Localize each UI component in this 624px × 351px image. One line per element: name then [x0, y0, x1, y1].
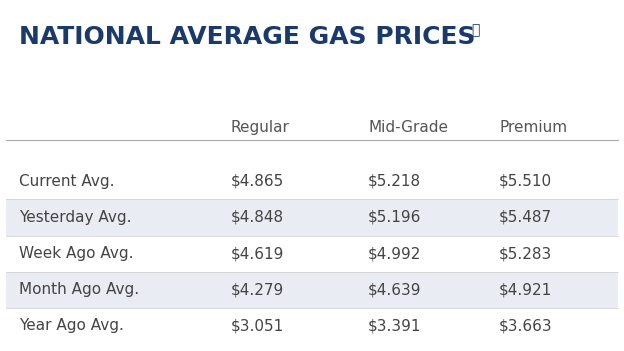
Text: $5.218: $5.218: [368, 174, 421, 189]
Text: Regular: Regular: [231, 120, 290, 135]
Text: $3.051: $3.051: [231, 318, 284, 333]
Text: $4.639: $4.639: [368, 282, 422, 297]
Text: $4.848: $4.848: [231, 210, 284, 225]
FancyBboxPatch shape: [6, 199, 618, 236]
Text: NATIONAL AVERAGE GAS PRICES: NATIONAL AVERAGE GAS PRICES: [19, 25, 475, 48]
Text: Current Avg.: Current Avg.: [19, 174, 114, 189]
Text: $3.663: $3.663: [499, 318, 553, 333]
Text: $5.283: $5.283: [499, 246, 552, 261]
Text: $5.510: $5.510: [499, 174, 552, 189]
FancyBboxPatch shape: [6, 272, 618, 308]
Text: Mid-Grade: Mid-Grade: [368, 120, 448, 135]
Text: ⓘ: ⓘ: [471, 23, 479, 37]
Text: Year Ago Avg.: Year Ago Avg.: [19, 318, 124, 333]
Text: $3.391: $3.391: [368, 318, 422, 333]
Text: $4.921: $4.921: [499, 282, 552, 297]
Text: Month Ago Avg.: Month Ago Avg.: [19, 282, 139, 297]
Text: $4.865: $4.865: [231, 174, 284, 189]
Text: Yesterday Avg.: Yesterday Avg.: [19, 210, 131, 225]
Text: $4.619: $4.619: [231, 246, 285, 261]
Text: Week Ago Avg.: Week Ago Avg.: [19, 246, 133, 261]
Text: $5.487: $5.487: [499, 210, 552, 225]
Text: $4.279: $4.279: [231, 282, 284, 297]
Text: $5.196: $5.196: [368, 210, 422, 225]
Text: Premium: Premium: [499, 120, 567, 135]
Text: $4.992: $4.992: [368, 246, 422, 261]
